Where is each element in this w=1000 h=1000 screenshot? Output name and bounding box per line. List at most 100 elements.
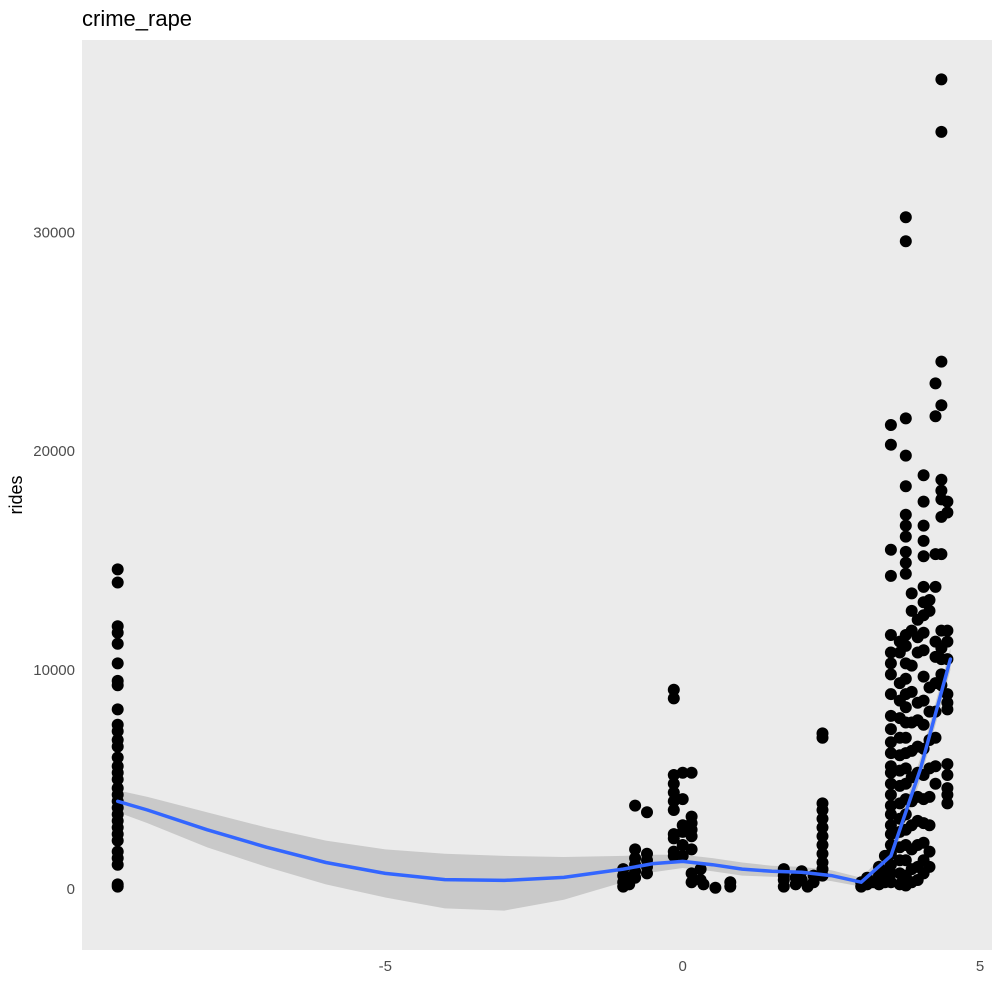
data-point: [667, 777, 680, 790]
data-point: [111, 679, 124, 692]
data-point: [667, 692, 680, 705]
data-point: [899, 449, 912, 462]
data-point: [899, 412, 912, 425]
data-point: [917, 580, 930, 593]
confidence-band: [117, 648, 951, 911]
data-point: [941, 635, 954, 648]
data-point: [816, 821, 829, 834]
data-point: [884, 688, 897, 701]
data-point: [899, 235, 912, 248]
data-point: [111, 773, 124, 786]
data-point: [941, 797, 954, 810]
data-point: [884, 723, 897, 736]
data-point: [709, 881, 722, 894]
data-point: [917, 534, 930, 547]
data-point: [917, 694, 930, 707]
data-point: [676, 793, 689, 806]
data-point: [923, 604, 936, 617]
data-point: [899, 211, 912, 224]
data-point: [884, 543, 897, 556]
data-point: [899, 854, 912, 867]
data-point: [111, 751, 124, 764]
data-point: [941, 624, 954, 637]
data-point: [899, 556, 912, 569]
data-point: [899, 567, 912, 580]
data-point: [929, 580, 942, 593]
data-point: [641, 806, 653, 819]
data-point: [111, 834, 124, 847]
data-point: [641, 867, 653, 880]
data-point: [929, 777, 942, 790]
data-point: [935, 484, 948, 497]
data-point: [816, 804, 829, 816]
data-point: [816, 812, 829, 825]
x-tick-label: 0: [679, 958, 687, 975]
data-point: [917, 495, 930, 508]
data-point: [941, 769, 954, 781]
data-point: [111, 703, 124, 716]
data-point: [941, 495, 954, 508]
data-point: [629, 871, 642, 884]
data-point: [917, 626, 930, 639]
data-point: [935, 399, 948, 412]
data-point: [667, 786, 680, 799]
data-point: [697, 878, 710, 891]
data-point: [935, 548, 948, 561]
chart-title: crime_rape: [82, 6, 192, 31]
data-point: [917, 550, 930, 563]
panel-background: [82, 40, 992, 950]
data-point: [917, 836, 930, 849]
data-point: [111, 563, 124, 576]
data-point: [929, 760, 942, 773]
data-point: [899, 672, 912, 685]
data-point: [929, 377, 942, 390]
ticks-layer: -5 0 5 0 10000 20000 30000: [33, 225, 984, 976]
points-layer: [111, 73, 954, 894]
data-point: [685, 766, 698, 779]
data-point: [884, 858, 897, 871]
data-point: [816, 847, 829, 860]
data-point: [884, 657, 897, 670]
data-point: [899, 508, 912, 521]
data-point: [917, 519, 930, 532]
data-point: [899, 519, 912, 532]
data-point: [777, 880, 790, 893]
data-point: [884, 808, 897, 821]
y-tick-label: 0: [67, 881, 75, 898]
data-point: [667, 683, 680, 696]
data-point: [685, 843, 698, 856]
data-point: [935, 355, 948, 368]
data-point: [899, 639, 912, 652]
data-point: [923, 594, 936, 606]
data-point: [899, 530, 912, 543]
data-point: [905, 604, 918, 617]
data-point: [629, 799, 642, 812]
data-point: [923, 845, 936, 858]
data-point: [685, 830, 698, 843]
data-point: [917, 644, 930, 657]
data-point: [899, 545, 912, 558]
data-point: [676, 849, 689, 862]
data-point: [884, 788, 897, 801]
data-point: [807, 876, 820, 889]
data-point: [111, 740, 124, 753]
data-point: [884, 668, 897, 681]
data-point: [935, 73, 948, 86]
data-point: [694, 863, 707, 876]
data-point: [111, 637, 124, 650]
y-tick-label: 20000: [33, 443, 75, 460]
data-point: [941, 703, 954, 716]
smooth-line: [115, 657, 953, 884]
data-point: [905, 659, 918, 672]
data-point: [685, 876, 698, 889]
data-point: [816, 830, 829, 843]
data-point: [905, 587, 918, 600]
data-point: [941, 788, 954, 801]
data-point: [816, 839, 829, 851]
data-point: [111, 657, 124, 670]
data-point: [111, 880, 124, 893]
data-point: [899, 701, 912, 714]
data-point: [667, 804, 680, 816]
